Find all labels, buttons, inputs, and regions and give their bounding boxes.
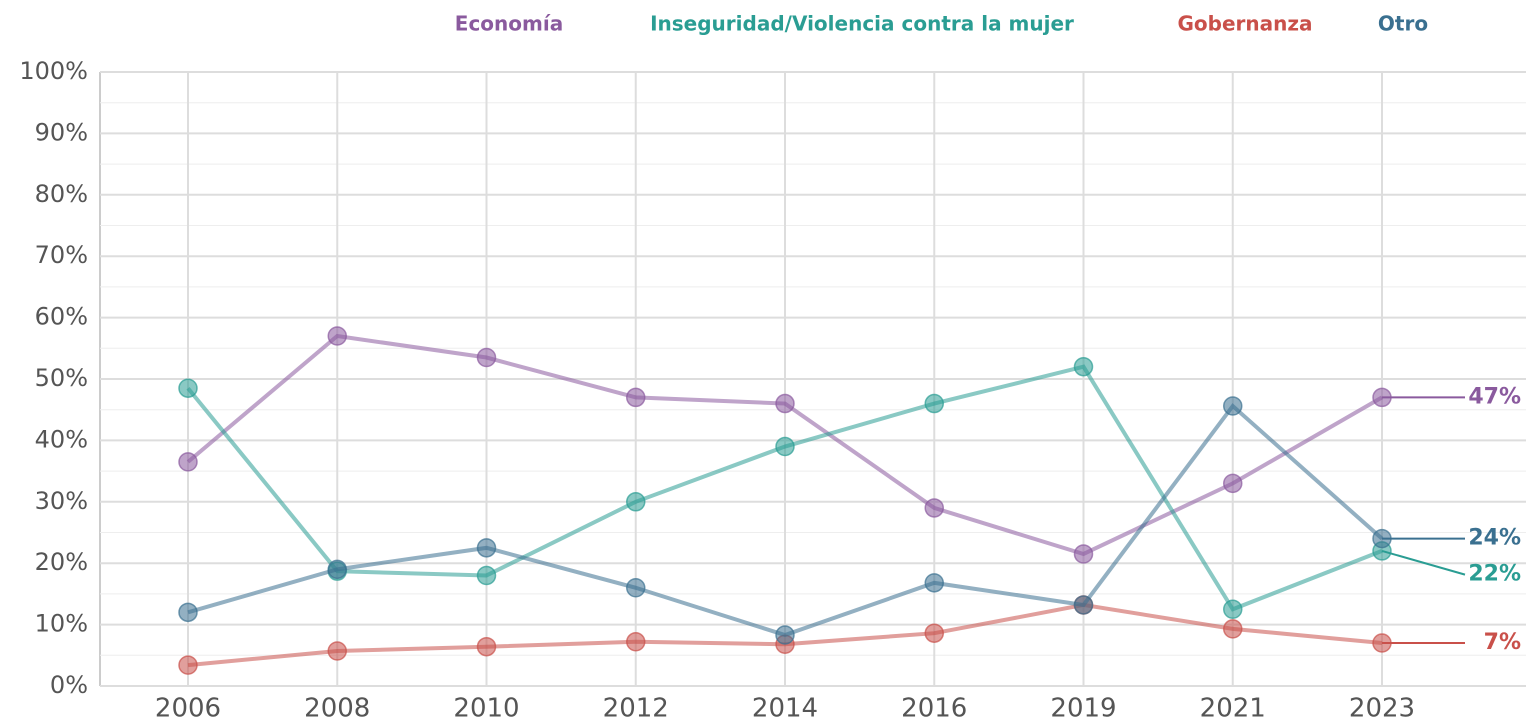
- data-point: [1073, 356, 1094, 377]
- data-point: [626, 632, 646, 652]
- end-label: 47%: [1468, 384, 1521, 409]
- y-tick-label: 80%: [35, 180, 88, 208]
- data-point: [1223, 396, 1243, 416]
- data-point: [476, 347, 497, 368]
- data-point: [924, 573, 944, 593]
- data-point: [178, 602, 198, 623]
- data-point: [476, 636, 497, 657]
- legend-label: Otro: [1378, 12, 1428, 36]
- data-point: [178, 655, 198, 675]
- y-tick-label: 20%: [35, 548, 88, 576]
- data-point: [626, 387, 646, 408]
- x-tick-label: 2012: [603, 694, 669, 724]
- y-tick-label: 0%: [50, 671, 88, 699]
- x-tick-label: 2010: [453, 694, 519, 724]
- legend-label: Economía: [455, 12, 563, 36]
- legend-label: Inseguridad/Violencia contra la mujer: [650, 12, 1074, 36]
- y-tick-label: 40%: [35, 425, 88, 453]
- label-leader: [1381, 549, 1466, 576]
- data-point: [1223, 599, 1243, 619]
- x-tick-label: 2006: [155, 694, 221, 724]
- data-point: [1223, 473, 1243, 494]
- data-point: [327, 326, 347, 346]
- x-tick-label: 2019: [1050, 694, 1116, 724]
- y-tick-label: 60%: [35, 303, 88, 331]
- data-point: [476, 565, 497, 586]
- data-point: [178, 378, 198, 398]
- y-tick-label: 10%: [35, 610, 88, 638]
- y-tick-label: 90%: [35, 118, 88, 146]
- y-tick-label: 30%: [35, 487, 88, 515]
- data-point: [1073, 544, 1094, 564]
- data-point: [924, 393, 944, 414]
- data-point: [327, 559, 347, 580]
- data-point: [924, 623, 944, 643]
- end-label: 7%: [1484, 630, 1521, 655]
- data-point: [1073, 595, 1094, 615]
- data-point: [327, 641, 347, 661]
- end-label: 24%: [1468, 526, 1521, 551]
- x-tick-label: 2014: [752, 694, 818, 724]
- data-point: [626, 578, 646, 598]
- data-point: [626, 492, 646, 512]
- y-tick-label: 70%: [35, 241, 88, 269]
- data-point: [775, 436, 795, 457]
- data-point: [924, 498, 944, 518]
- data-point: [775, 393, 795, 414]
- end-label: 22%: [1468, 562, 1521, 587]
- x-tick-label: 2016: [901, 694, 967, 724]
- x-tick-label: 2008: [304, 694, 370, 724]
- y-tick-label: 50%: [35, 364, 88, 392]
- x-tick-label: 2021: [1200, 694, 1266, 724]
- data-point: [178, 452, 198, 472]
- data-point: [1223, 619, 1243, 639]
- data-point: [476, 538, 497, 558]
- legend-label: Gobernanza: [1177, 12, 1312, 36]
- y-tick-label: 100%: [19, 57, 88, 85]
- data-point: [775, 625, 795, 645]
- x-tick-label: 2023: [1349, 694, 1415, 724]
